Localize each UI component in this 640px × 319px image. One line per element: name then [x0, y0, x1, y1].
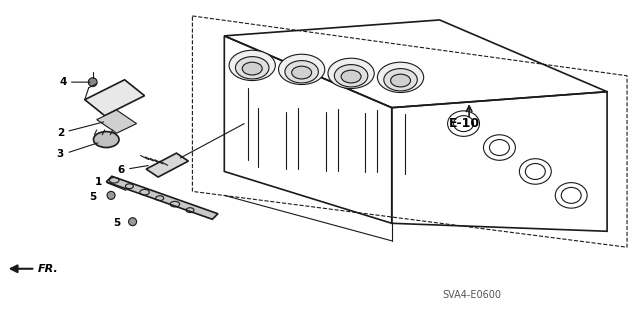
Text: 1: 1 [95, 177, 102, 187]
Text: 6: 6 [117, 165, 125, 175]
Ellipse shape [285, 61, 319, 83]
Ellipse shape [236, 56, 269, 79]
Polygon shape [84, 80, 145, 116]
Text: 5: 5 [113, 218, 120, 228]
Text: 3: 3 [57, 149, 64, 159]
Ellipse shape [243, 62, 262, 75]
Text: 2: 2 [57, 128, 64, 138]
Polygon shape [106, 176, 218, 219]
Ellipse shape [93, 132, 119, 147]
Circle shape [129, 218, 136, 226]
Ellipse shape [328, 58, 374, 89]
Polygon shape [97, 110, 136, 133]
Ellipse shape [378, 62, 424, 93]
Ellipse shape [334, 64, 368, 87]
Text: SVA4-E0600: SVA4-E0600 [442, 290, 501, 300]
Ellipse shape [292, 66, 312, 79]
Text: 5: 5 [89, 192, 97, 202]
Ellipse shape [229, 50, 275, 80]
Ellipse shape [390, 74, 410, 87]
Text: FR.: FR. [38, 264, 58, 274]
Text: E-10: E-10 [449, 117, 480, 130]
Circle shape [107, 191, 115, 199]
Polygon shape [146, 153, 188, 177]
Text: 4: 4 [59, 77, 67, 87]
Ellipse shape [278, 54, 324, 85]
Ellipse shape [384, 69, 417, 91]
Circle shape [88, 78, 97, 86]
Ellipse shape [341, 70, 361, 83]
